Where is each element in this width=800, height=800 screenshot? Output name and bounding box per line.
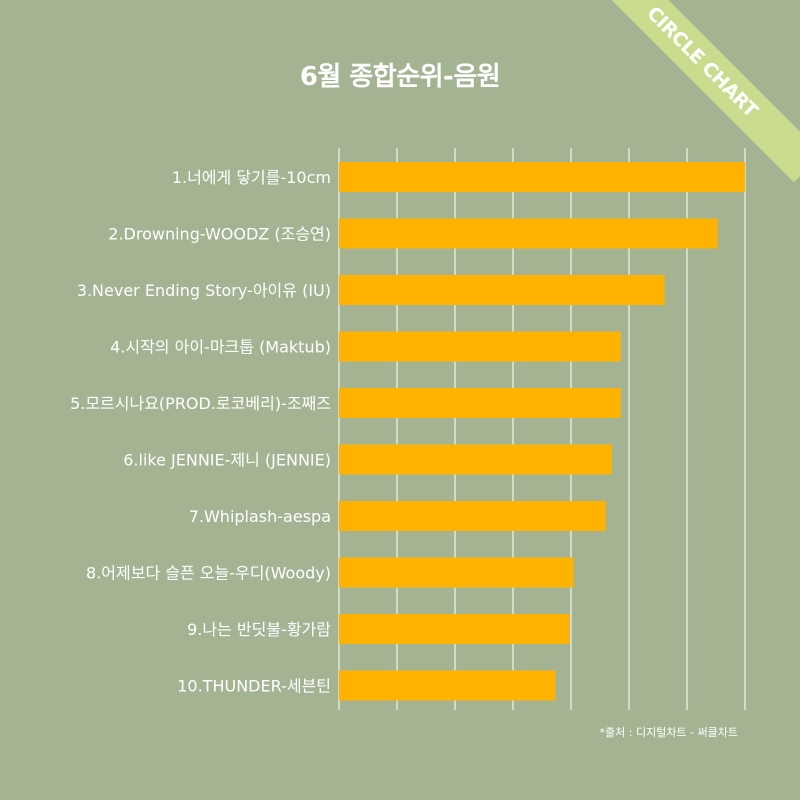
chart-title: 6월 종합순위-음원	[299, 62, 501, 92]
category-label-3: 3.Never Ending Story-아이유 (IU)	[77, 281, 331, 300]
bar-9	[339, 614, 570, 644]
category-label-8: 8.어제보다 슬픈 오늘-우디(Woody)	[86, 564, 331, 583]
category-label-2: 2.Drowning-WOODZ (조승연)	[108, 225, 331, 244]
category-label-10: 10.THUNDER-세븐틴	[177, 677, 331, 696]
bar-1	[339, 162, 745, 192]
category-label-7: 7.Whiplash-aespa	[189, 507, 331, 526]
category-label-4: 4.시작의 아이-마크툽 (Maktub)	[110, 338, 331, 357]
bar-10	[339, 670, 556, 701]
bar-6	[339, 444, 612, 475]
category-label-1: 1.너에게 닿기를-10cm	[172, 168, 331, 187]
source-note: *출처 : 디지털차트 - 써클차트	[599, 726, 738, 739]
category-label-9: 9.나는 반딧불-황가람	[187, 620, 331, 639]
category-label-5: 5.모르시나요(PROD.로코베리)-조째즈	[70, 394, 331, 413]
bar-8	[339, 557, 574, 588]
bar-3	[339, 275, 665, 305]
category-label-6: 6.like JENNIE-제니 (JENNIE)	[123, 451, 331, 470]
bar-5	[339, 388, 621, 418]
bar-4	[339, 331, 621, 362]
bar-7	[339, 501, 606, 531]
bar-2	[339, 218, 718, 249]
